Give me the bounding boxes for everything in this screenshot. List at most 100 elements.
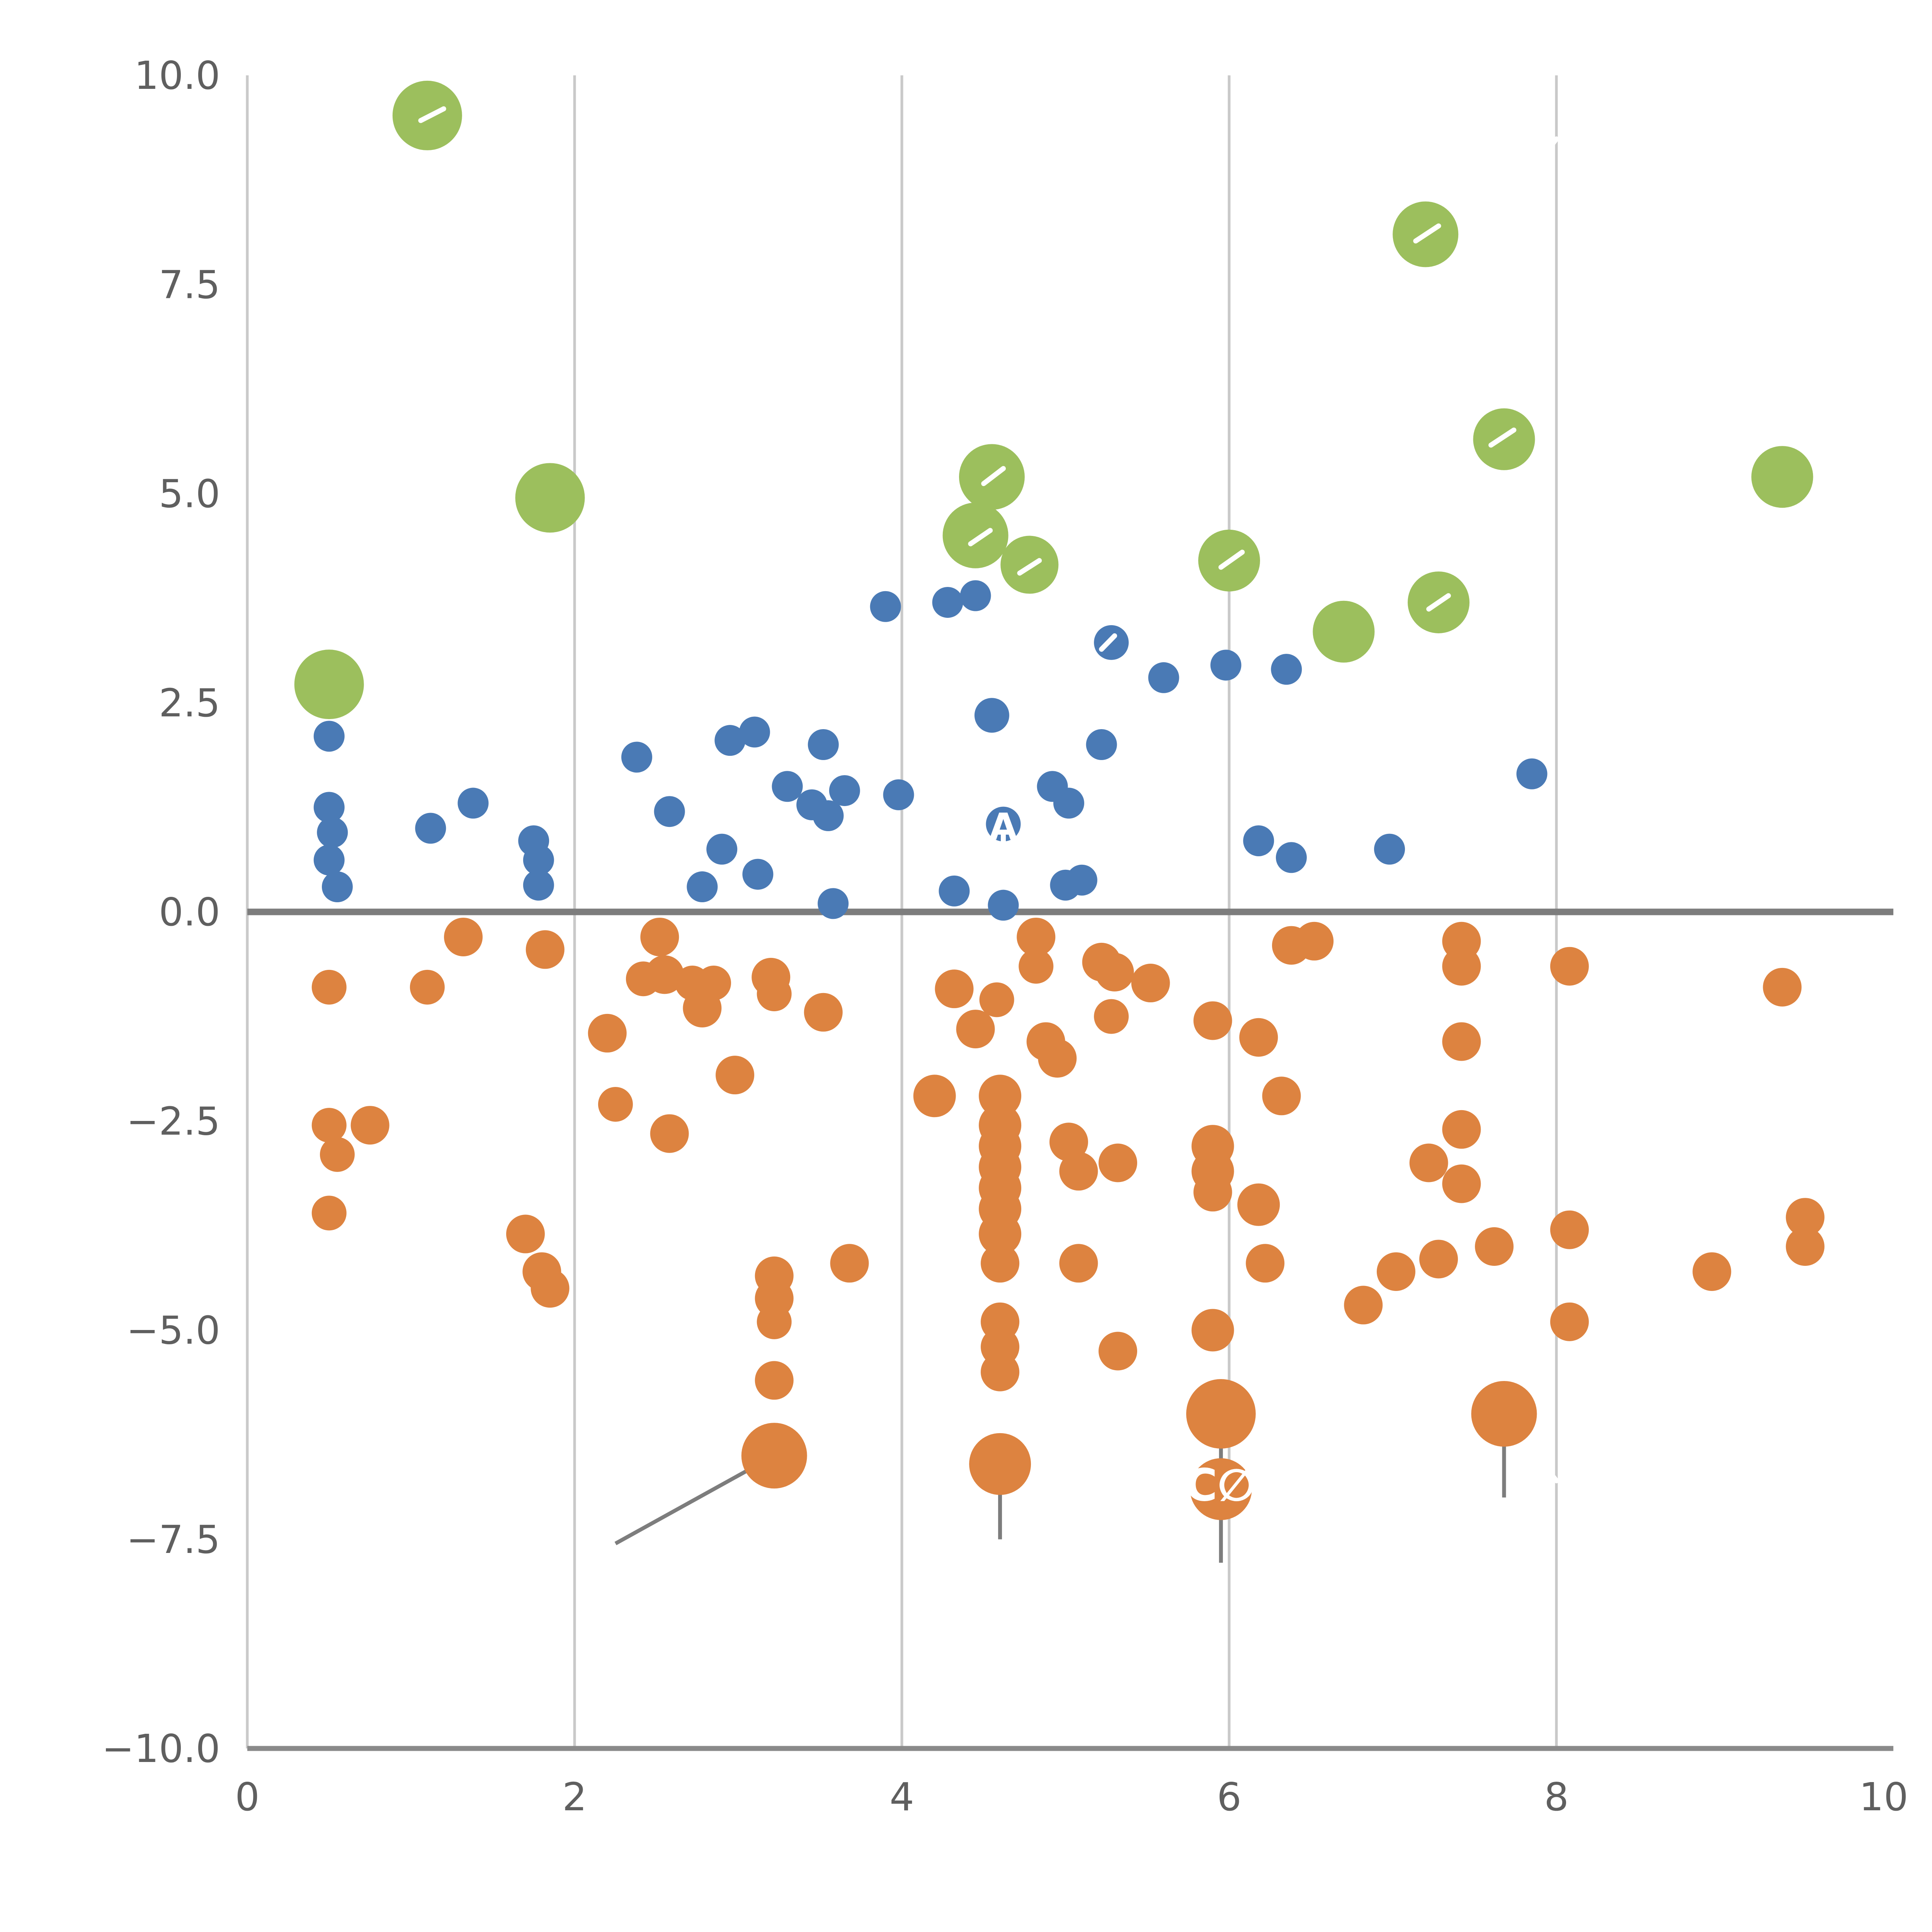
data-point-blue-dots: [813, 800, 844, 832]
data-point-orange-dots: [979, 1075, 1022, 1117]
data-point-orange-dots: [1409, 1143, 1448, 1182]
data-point-orange-dots: [1786, 1198, 1825, 1237]
data-point-blue-dots: [829, 775, 860, 806]
data-point-blue-dots: [313, 721, 345, 752]
data-point-blue-dots: [1516, 758, 1548, 789]
data-point-orange-dots: [696, 966, 731, 1001]
y-tick-label: 10.0: [134, 53, 220, 98]
data-point-orange-dots: [1239, 1018, 1278, 1057]
data-point-blue-dots: [932, 587, 963, 618]
data-point-orange-dots: [1019, 949, 1054, 984]
data-point-blue-dots: [1053, 787, 1084, 819]
data-point-blue-dots: [870, 591, 901, 622]
data-point-blue-dots: [1066, 864, 1097, 896]
data-point-blue-dots: [457, 787, 489, 819]
data-point-orange-dots: [1193, 1173, 1232, 1212]
data-point-orange-dots: [1237, 1183, 1280, 1226]
data-point-blue-dots: [739, 716, 770, 748]
white-mark: [1547, 1470, 1559, 1483]
data-point-orange-dots: [444, 917, 483, 956]
data-point-orange-dots: [645, 955, 684, 994]
data-point-blue-dots: [317, 817, 348, 848]
data-point-blue-dots: [1086, 729, 1117, 760]
y-tick-label: −10.0: [102, 1726, 220, 1771]
data-point-orange-dots: [598, 1087, 633, 1122]
data-point-orange-dots: [981, 1352, 1020, 1391]
data-point-blue-dots: [1210, 650, 1242, 681]
white-label: C∅X: [1185, 1459, 1290, 1511]
data-point-orange-dots: [1099, 1143, 1138, 1182]
data-point-blue-dots: [415, 813, 446, 844]
y-tick-label: 0.0: [159, 889, 220, 935]
white-mark: [1547, 136, 1559, 150]
data-point-orange-dots: [1191, 1309, 1234, 1352]
data-point-green-bubbles: [515, 463, 585, 533]
data-point-orange-dots: [1475, 1227, 1514, 1266]
data-point-orange-dots: [1442, 947, 1481, 986]
data-point-orange-dots: [526, 930, 565, 969]
y-tick-label: −2.5: [126, 1099, 220, 1144]
data-point-blue-dots: [523, 869, 554, 901]
axes: [247, 908, 1893, 1751]
data-point-green-bubbles: [942, 502, 1009, 568]
data-point-orange-dots: [1376, 1252, 1415, 1291]
data-point-orange-dots: [804, 993, 843, 1032]
data-point-orange-dots: [350, 1106, 389, 1145]
data-point-orange-dots: [410, 969, 445, 1005]
white-label: A: [989, 806, 1018, 848]
data-point-orange-dots: [1442, 1164, 1481, 1203]
data-point-orange-dots: [1419, 1240, 1458, 1279]
data-point-orange-dots: [1095, 952, 1134, 992]
x-tick-label: 0: [235, 1774, 260, 1820]
x-tick-label: 10: [1859, 1774, 1908, 1820]
data-point-orange-dots: [1295, 922, 1334, 961]
x-tick-label: 8: [1544, 1774, 1569, 1820]
data-point-blue-dots: [1271, 654, 1302, 685]
data-point-orange-dots: [1786, 1227, 1825, 1266]
data-point-orange-dots: [913, 1075, 956, 1117]
data-point-blue-dots: [818, 888, 849, 919]
data-point-orange-dots: [1190, 1458, 1252, 1520]
data-point-orange-dots: [640, 917, 679, 956]
x-tick-label: 2: [562, 1774, 587, 1820]
white-mark: [1426, 593, 1451, 612]
data-point-orange-dots: [1692, 1252, 1731, 1291]
data-point-blue-dots: [960, 580, 991, 611]
data-point-blue-dots: [883, 779, 914, 810]
data-point-orange-dots: [1193, 1001, 1232, 1040]
x-tick-label: 6: [1217, 1774, 1242, 1820]
data-point-orange-dots: [1344, 1286, 1383, 1325]
white-mark: [1218, 549, 1245, 570]
data-point-orange-dots: [1442, 1110, 1481, 1149]
data-point-orange-dots: [1471, 1381, 1537, 1447]
data-point-blue-dots: [313, 792, 345, 823]
data-point-orange-dots: [981, 1244, 1020, 1283]
data-point-orange-dots: [1763, 968, 1802, 1007]
white-mark: [1099, 633, 1117, 652]
data-point-blue-dots: [321, 871, 353, 903]
data-point-blue-dots: [523, 844, 554, 876]
white-mark: [981, 466, 1006, 486]
data-point-orange-dots: [716, 1056, 755, 1095]
data-point-blue-dots: [1243, 825, 1274, 856]
data-point-orange-dots: [935, 969, 974, 1009]
data-point-blue-dots: [313, 844, 345, 876]
y-tick-label: −7.5: [126, 1517, 220, 1562]
data-point-blue-dots: [1276, 842, 1307, 873]
data-point-orange-dots: [650, 1114, 689, 1153]
data-point-blue-dots: [621, 742, 652, 773]
data-point-orange-dots: [1049, 1122, 1088, 1162]
data-point-green-bubbles: [1313, 600, 1375, 663]
white-mark: [1413, 223, 1441, 244]
data-point-green-bubbles: [1751, 446, 1813, 508]
data-point-green-bubbles: [294, 650, 364, 719]
data-point-blue-dots: [772, 771, 803, 802]
data-point-orange-dots: [311, 1108, 347, 1143]
data-point-blue-dots: [1148, 662, 1179, 693]
white-mark: [418, 106, 446, 123]
data-point-orange-dots: [1059, 1152, 1098, 1191]
data-point-orange-dots: [531, 1269, 570, 1308]
data-point-blue-dots: [988, 889, 1019, 921]
y-tick-label: 7.5: [159, 262, 220, 307]
